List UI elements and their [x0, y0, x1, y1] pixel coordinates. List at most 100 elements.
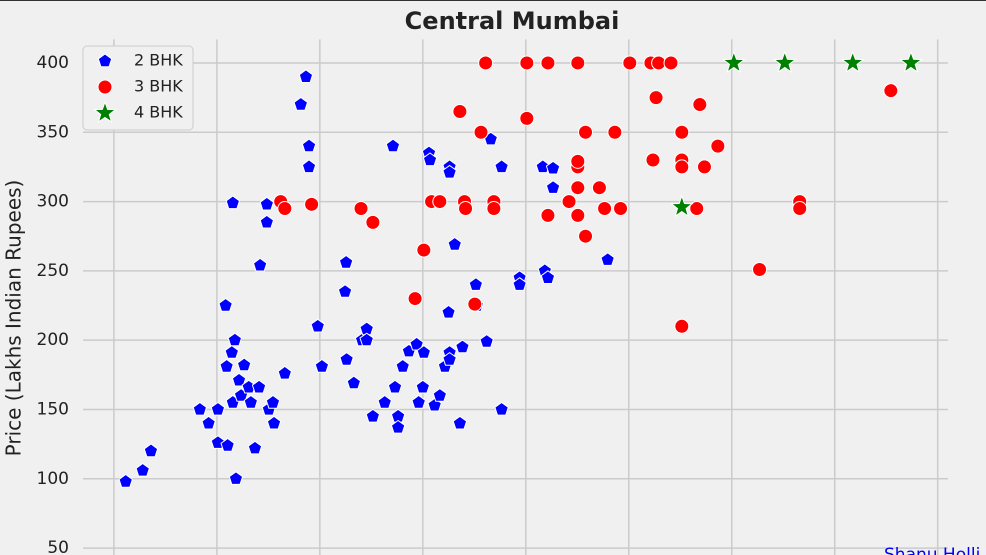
point	[578, 124, 594, 140]
legend-label: 4 BHK	[134, 103, 183, 122]
point	[540, 207, 556, 223]
point	[840, 50, 865, 74]
point	[792, 200, 808, 216]
point	[432, 194, 448, 210]
point	[721, 50, 746, 74]
point	[395, 358, 410, 373]
point	[545, 160, 561, 175]
legend-label: 3 BHK	[134, 77, 183, 96]
point	[224, 344, 240, 359]
point	[259, 214, 275, 229]
point	[301, 159, 317, 174]
point	[669, 194, 694, 218]
point	[304, 196, 320, 212]
point	[210, 401, 226, 416]
point	[225, 195, 241, 210]
y-tick-label: 350	[37, 122, 69, 142]
point	[540, 55, 556, 71]
annotation: Shanu Holli	[884, 545, 980, 555]
point	[494, 401, 509, 416]
legend: 2 BHK 3 BHK 4 BHK	[82, 45, 194, 131]
point	[545, 180, 561, 194]
point	[415, 379, 431, 394]
legend-label: 2 BHK	[134, 51, 183, 70]
point	[407, 291, 423, 307]
point	[710, 138, 726, 154]
point	[236, 357, 252, 372]
point	[512, 277, 527, 291]
point	[353, 200, 369, 216]
point	[265, 394, 281, 409]
point	[455, 339, 470, 354]
point	[458, 200, 474, 216]
point	[219, 358, 234, 373]
point	[478, 55, 494, 71]
point	[220, 437, 235, 452]
point	[452, 415, 468, 430]
point	[540, 270, 556, 284]
point	[473, 124, 489, 140]
point	[600, 252, 615, 266]
point	[218, 297, 233, 312]
point	[293, 96, 309, 111]
point	[570, 207, 586, 223]
point	[519, 55, 535, 71]
point	[696, 159, 712, 175]
point	[674, 159, 690, 175]
point	[227, 332, 243, 347]
point	[277, 365, 293, 380]
point	[447, 236, 462, 251]
point	[442, 351, 457, 366]
point	[561, 194, 577, 210]
point	[228, 471, 244, 485]
point	[467, 296, 483, 312]
point	[231, 372, 247, 387]
point	[442, 164, 457, 179]
point	[314, 358, 330, 373]
point	[422, 152, 438, 167]
legend-marker	[93, 100, 117, 124]
point	[339, 351, 354, 366]
point	[251, 379, 267, 394]
point	[252, 257, 268, 272]
y-tick-label: 200	[37, 330, 69, 350]
point	[118, 473, 133, 488]
point	[648, 90, 664, 106]
point	[338, 254, 354, 269]
grid	[83, 39, 948, 555]
point	[387, 379, 403, 394]
point	[570, 55, 586, 71]
point	[298, 69, 314, 83]
point	[346, 375, 362, 390]
point	[674, 318, 690, 334]
point	[301, 138, 317, 153]
legend-marker	[97, 79, 113, 95]
point	[674, 124, 690, 140]
point	[752, 261, 768, 277]
point	[772, 50, 797, 74]
y-tick-label: 100	[37, 469, 69, 489]
point	[622, 55, 638, 71]
point	[689, 200, 705, 216]
point	[365, 408, 381, 423]
point	[247, 440, 263, 455]
point	[441, 304, 456, 319]
point	[468, 277, 484, 291]
point	[277, 200, 293, 216]
point	[259, 196, 275, 211]
point	[535, 159, 550, 174]
legend-marker	[97, 53, 113, 68]
chart-title: Central Mumbai	[405, 7, 620, 35]
point	[692, 97, 708, 113]
y-tick-label: 300	[37, 192, 69, 212]
point	[411, 394, 426, 409]
point	[432, 387, 448, 402]
point	[135, 462, 150, 477]
point	[359, 332, 374, 347]
point	[597, 200, 613, 216]
point	[337, 284, 353, 298]
point	[663, 55, 679, 71]
point	[266, 415, 282, 430]
